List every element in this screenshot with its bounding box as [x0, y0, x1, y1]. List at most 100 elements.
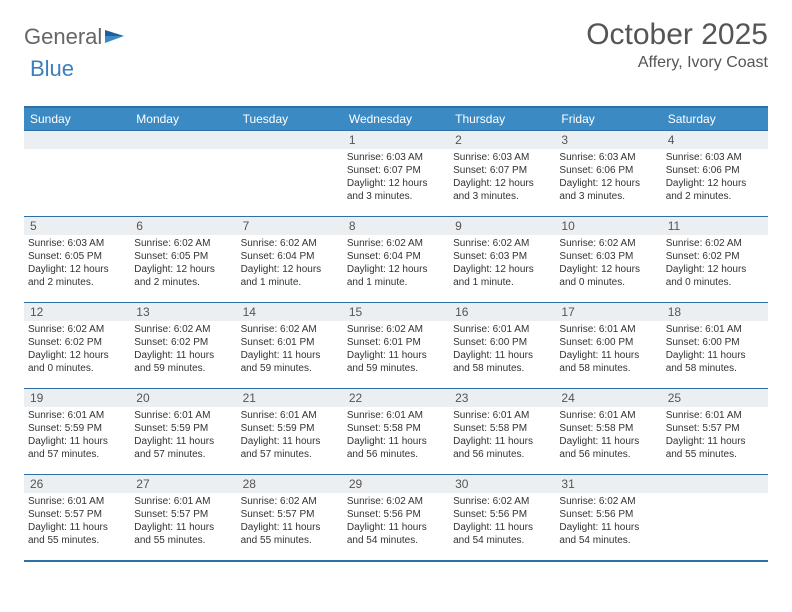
day-number: 19 [24, 389, 130, 407]
day-number: 1 [343, 131, 449, 149]
calendar-day-cell: 14Sunrise: 6:02 AMSunset: 6:01 PMDayligh… [237, 303, 343, 389]
sunrise-line: Sunrise: 6:02 AM [666, 237, 764, 250]
daylight-line: Daylight: 11 hours and 57 minutes. [134, 435, 232, 461]
sunset-line: Sunset: 6:03 PM [453, 250, 551, 263]
calendar-day-cell [662, 475, 768, 561]
sunrise-line: Sunrise: 6:03 AM [347, 151, 445, 164]
sunset-line: Sunset: 5:57 PM [666, 422, 764, 435]
day-number: 27 [130, 475, 236, 493]
day-of-week-header: Tuesday [237, 107, 343, 131]
calendar-day-cell: 19Sunrise: 6:01 AMSunset: 5:59 PMDayligh… [24, 389, 130, 475]
sunrise-line: Sunrise: 6:01 AM [666, 323, 764, 336]
daylight-line: Daylight: 12 hours and 1 minute. [453, 263, 551, 289]
calendar-day-cell [237, 131, 343, 217]
calendar-table: SundayMondayTuesdayWednesdayThursdayFrid… [24, 106, 768, 562]
day-number: 9 [449, 217, 555, 235]
sunset-line: Sunset: 5:56 PM [559, 508, 657, 521]
day-details: Sunrise: 6:03 AMSunset: 6:05 PMDaylight:… [24, 235, 130, 293]
calendar-week-row: 12Sunrise: 6:02 AMSunset: 6:02 PMDayligh… [24, 303, 768, 389]
day-details: Sunrise: 6:02 AMSunset: 6:03 PMDaylight:… [449, 235, 555, 293]
day-number: 14 [237, 303, 343, 321]
day-number: 25 [662, 389, 768, 407]
day-number: 15 [343, 303, 449, 321]
day-number: 11 [662, 217, 768, 235]
day-details: Sunrise: 6:02 AMSunset: 6:05 PMDaylight:… [130, 235, 236, 293]
sunrise-line: Sunrise: 6:02 AM [453, 495, 551, 508]
sunrise-line: Sunrise: 6:02 AM [347, 495, 445, 508]
sunset-line: Sunset: 6:06 PM [559, 164, 657, 177]
sunrise-line: Sunrise: 6:01 AM [453, 409, 551, 422]
sunset-line: Sunset: 5:58 PM [559, 422, 657, 435]
daylight-line: Daylight: 12 hours and 2 minutes. [666, 177, 764, 203]
sunrise-line: Sunrise: 6:01 AM [559, 323, 657, 336]
calendar-week-row: 5Sunrise: 6:03 AMSunset: 6:05 PMDaylight… [24, 217, 768, 303]
day-number: 16 [449, 303, 555, 321]
day-number-empty [662, 475, 768, 493]
daylight-line: Daylight: 12 hours and 3 minutes. [559, 177, 657, 203]
day-details: Sunrise: 6:02 AMSunset: 6:03 PMDaylight:… [555, 235, 661, 293]
day-number: 21 [237, 389, 343, 407]
calendar-day-cell: 26Sunrise: 6:01 AMSunset: 5:57 PMDayligh… [24, 475, 130, 561]
daylight-line: Daylight: 11 hours and 58 minutes. [666, 349, 764, 375]
calendar-day-cell: 20Sunrise: 6:01 AMSunset: 5:59 PMDayligh… [130, 389, 236, 475]
day-of-week-header: Friday [555, 107, 661, 131]
calendar-day-cell: 5Sunrise: 6:03 AMSunset: 6:05 PMDaylight… [24, 217, 130, 303]
calendar-day-cell: 24Sunrise: 6:01 AMSunset: 5:58 PMDayligh… [555, 389, 661, 475]
day-details: Sunrise: 6:01 AMSunset: 6:00 PMDaylight:… [555, 321, 661, 379]
daylight-line: Daylight: 11 hours and 54 minutes. [559, 521, 657, 547]
sunrise-line: Sunrise: 6:01 AM [134, 409, 232, 422]
calendar-day-cell: 22Sunrise: 6:01 AMSunset: 5:58 PMDayligh… [343, 389, 449, 475]
daylight-line: Daylight: 11 hours and 58 minutes. [453, 349, 551, 375]
day-number: 23 [449, 389, 555, 407]
calendar-day-cell: 27Sunrise: 6:01 AMSunset: 5:57 PMDayligh… [130, 475, 236, 561]
day-details: Sunrise: 6:01 AMSunset: 5:59 PMDaylight:… [237, 407, 343, 465]
day-details: Sunrise: 6:01 AMSunset: 5:58 PMDaylight:… [343, 407, 449, 465]
day-details: Sunrise: 6:01 AMSunset: 5:57 PMDaylight:… [662, 407, 768, 465]
calendar-day-cell: 8Sunrise: 6:02 AMSunset: 6:04 PMDaylight… [343, 217, 449, 303]
day-details: Sunrise: 6:02 AMSunset: 6:04 PMDaylight:… [343, 235, 449, 293]
calendar-day-cell: 30Sunrise: 6:02 AMSunset: 5:56 PMDayligh… [449, 475, 555, 561]
sunset-line: Sunset: 6:00 PM [559, 336, 657, 349]
daylight-line: Daylight: 11 hours and 55 minutes. [666, 435, 764, 461]
day-details: Sunrise: 6:02 AMSunset: 5:56 PMDaylight:… [343, 493, 449, 551]
day-of-week-header: Sunday [24, 107, 130, 131]
day-number: 26 [24, 475, 130, 493]
daylight-line: Daylight: 12 hours and 1 minute. [347, 263, 445, 289]
day-details: Sunrise: 6:03 AMSunset: 6:07 PMDaylight:… [343, 149, 449, 207]
calendar-day-cell: 1Sunrise: 6:03 AMSunset: 6:07 PMDaylight… [343, 131, 449, 217]
calendar-day-cell: 9Sunrise: 6:02 AMSunset: 6:03 PMDaylight… [449, 217, 555, 303]
calendar-day-cell: 7Sunrise: 6:02 AMSunset: 6:04 PMDaylight… [237, 217, 343, 303]
sunset-line: Sunset: 6:00 PM [666, 336, 764, 349]
sunset-line: Sunset: 6:03 PM [559, 250, 657, 263]
daylight-line: Daylight: 11 hours and 59 minutes. [134, 349, 232, 375]
daylight-line: Daylight: 11 hours and 56 minutes. [559, 435, 657, 461]
calendar-day-cell [24, 131, 130, 217]
day-number: 24 [555, 389, 661, 407]
sunset-line: Sunset: 6:05 PM [28, 250, 126, 263]
daylight-line: Daylight: 11 hours and 56 minutes. [453, 435, 551, 461]
calendar-day-cell: 12Sunrise: 6:02 AMSunset: 6:02 PMDayligh… [24, 303, 130, 389]
calendar-day-cell: 17Sunrise: 6:01 AMSunset: 6:00 PMDayligh… [555, 303, 661, 389]
sunrise-line: Sunrise: 6:01 AM [28, 495, 126, 508]
sunrise-line: Sunrise: 6:01 AM [241, 409, 339, 422]
calendar-day-cell [130, 131, 236, 217]
day-details: Sunrise: 6:02 AMSunset: 6:02 PMDaylight:… [24, 321, 130, 379]
sunset-line: Sunset: 6:01 PM [347, 336, 445, 349]
day-details: Sunrise: 6:01 AMSunset: 5:57 PMDaylight:… [130, 493, 236, 551]
day-number: 2 [449, 131, 555, 149]
calendar-day-cell: 16Sunrise: 6:01 AMSunset: 6:00 PMDayligh… [449, 303, 555, 389]
sunset-line: Sunset: 5:58 PM [453, 422, 551, 435]
sunset-line: Sunset: 5:58 PM [347, 422, 445, 435]
sunset-line: Sunset: 6:00 PM [453, 336, 551, 349]
day-details: Sunrise: 6:01 AMSunset: 5:58 PMDaylight:… [555, 407, 661, 465]
day-details: Sunrise: 6:01 AMSunset: 5:58 PMDaylight:… [449, 407, 555, 465]
calendar-week-row: 19 Sunrise: 6:01 AMSunset: 5:59 PMDayligh… [24, 389, 768, 475]
sunset-line: Sunset: 6:07 PM [453, 164, 551, 177]
daylight-line: Daylight: 11 hours and 54 minutes. [453, 521, 551, 547]
sunset-line: Sunset: 6:04 PM [241, 250, 339, 263]
sunset-line: Sunset: 6:02 PM [666, 250, 764, 263]
day-details: Sunrise: 6:02 AMSunset: 5:56 PMDaylight:… [555, 493, 661, 551]
sunrise-line: Sunrise: 6:03 AM [453, 151, 551, 164]
day-number: 20 [130, 389, 236, 407]
sunrise-line: Sunrise: 6:02 AM [559, 495, 657, 508]
